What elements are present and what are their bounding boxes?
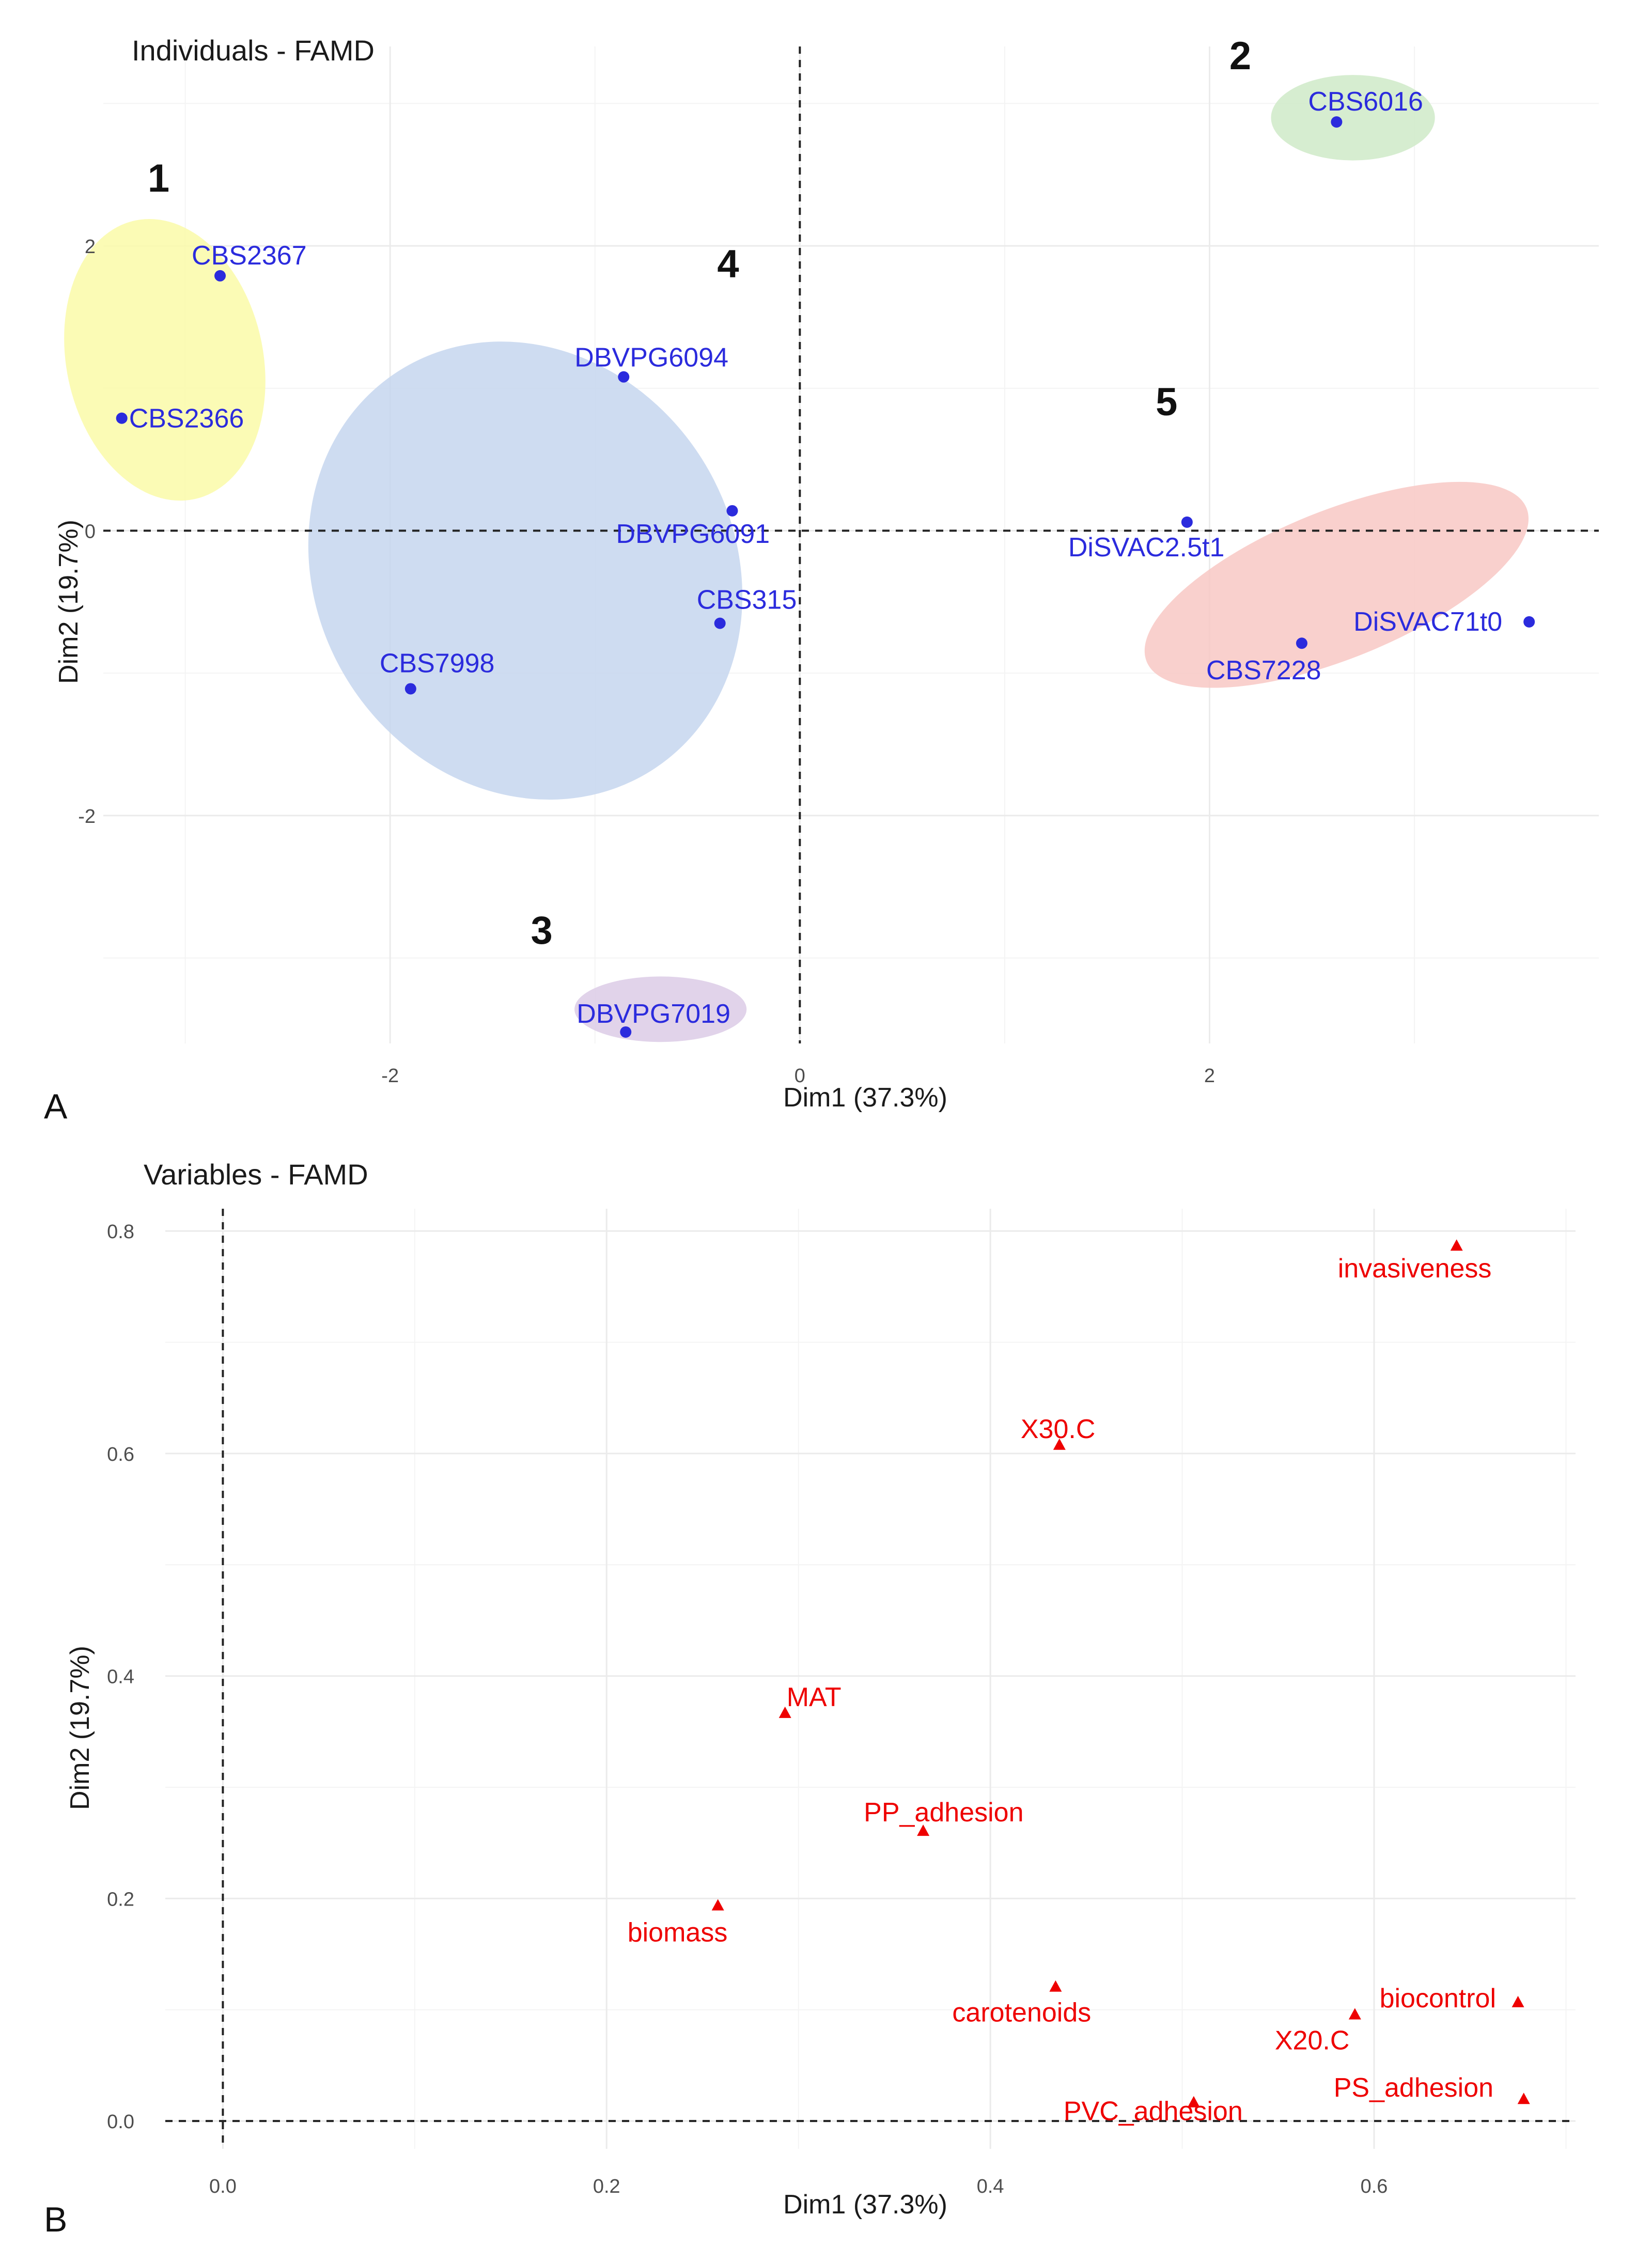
point-DiSVAC2.5t1 (1181, 516, 1193, 528)
cluster-number-1: 1 (148, 157, 169, 200)
variable-marker-carotenoids (1049, 1980, 1062, 1992)
point-CBS7998 (404, 683, 416, 695)
variable-label-PS_adhesion: PS_adhesion (1334, 2073, 1493, 2103)
x-tick-label: 0.0 (209, 2176, 237, 2197)
individuals-y-axis-title: Dim2 (19.7%) (54, 520, 84, 684)
variable-label-biocontrol: biocontrol (1380, 1984, 1496, 2014)
variable-label-MAT: MAT (787, 1682, 841, 1712)
point-DiSVAC71t0 (1523, 616, 1535, 628)
point-label-CBS315: CBS315 (697, 585, 797, 615)
point-CBS6016 (1331, 116, 1343, 128)
individuals-x-axis-title: Dim1 (37.3%) (783, 1083, 947, 1113)
y-tick-label: 0.4 (107, 1666, 134, 1688)
point-DBVPG7019 (620, 1026, 632, 1038)
variable-marker-MAT (778, 1706, 791, 1718)
cluster-ellipse-1 (64, 219, 266, 501)
point-label-DBVPG7019: DBVPG7019 (576, 999, 730, 1029)
variable-label-PP_adhesion: PP_adhesion (864, 1798, 1023, 1828)
y-tick-label: 0.6 (107, 1444, 134, 1465)
variable-marker-X30.C (1053, 1438, 1066, 1450)
point-label-CBS7228: CBS7228 (1206, 656, 1321, 685)
variable-marker-PS_adhesion (1517, 2093, 1530, 2104)
point-CBS7228 (1296, 637, 1307, 649)
cluster-number-2: 2 (1229, 34, 1251, 78)
point-CBS315 (714, 617, 726, 629)
point-DBVPG6091 (726, 505, 738, 517)
individuals-panel: CBS2367 CBS2366 CBS6016 DBVPG7019 DBVPG6094 D… (44, 34, 1599, 1126)
point-label-CBS6016: CBS6016 (1308, 87, 1423, 117)
point-label-CBS7998: CBS7998 (380, 648, 495, 678)
point-label-DBVPG6091: DBVPG6091 (616, 519, 770, 549)
variable-label-X30.C: X30.C (1021, 1414, 1096, 1444)
point-label-DiSVAC2.5t1: DiSVAC2.5t1 (1068, 533, 1225, 563)
y-tick-label: 2 (85, 236, 96, 258)
y-tick-label: 0.8 (107, 1221, 134, 1243)
y-tick-label: 0 (85, 521, 96, 542)
x-tick-label: 0 (794, 1065, 805, 1087)
variable-marker-invasiveness (1450, 1239, 1463, 1251)
variables-x-axis-title: Dim1 (37.3%) (783, 2190, 947, 2220)
variables-chart-title: Variables - FAMD (144, 1158, 368, 1191)
variable-marker-PP_adhesion (917, 1824, 930, 1836)
point-label-DBVPG6094: DBVPG6094 (574, 343, 728, 373)
point-CBS2367 (214, 270, 226, 282)
variable-label-carotenoids: carotenoids (952, 1998, 1091, 2028)
x-tick-label: 0.6 (1361, 2176, 1388, 2197)
point-label-CBS2367: CBS2367 (192, 241, 307, 271)
point-label-DiSVAC71t0: DiSVAC71t0 (1353, 607, 1502, 637)
y-tick-label: -2 (78, 806, 96, 828)
cluster-ellipse-4 (308, 341, 743, 800)
variable-label-invasiveness: invasiveness (1338, 1254, 1492, 1284)
x-tick-label: 0.2 (593, 2176, 620, 2197)
variable-marker-biomass (711, 1899, 724, 1911)
panel-label-b: B (44, 2200, 67, 2239)
cluster-number-3: 3 (531, 909, 553, 953)
variable-label-biomass: biomass (628, 1917, 728, 1947)
x-tick-label: 0.4 (977, 2176, 1004, 2197)
point-label-CBS2366: CBS2366 (129, 404, 244, 434)
variables-y-axis-title: Dim2 (19.7%) (65, 1646, 95, 1810)
y-tick-label: 0.0 (107, 2111, 134, 2133)
cluster-ellipse-3 (574, 976, 747, 1042)
y-tick-label: 0.2 (107, 1889, 134, 1910)
x-tick-label: -2 (381, 1065, 399, 1087)
variable-marker-biocontrol (1511, 1995, 1524, 2007)
variable-marker-PVC_adhesion (1187, 2096, 1200, 2108)
cluster-ellipse-5 (1144, 481, 1529, 688)
cluster-number-5: 5 (1156, 380, 1177, 424)
cluster-number-4: 4 (717, 242, 739, 286)
variable-label-X20.C: X20.C (1275, 2026, 1350, 2056)
point-DBVPG6094 (618, 371, 630, 383)
variable-marker-X20.C (1348, 2008, 1361, 2020)
variable-label-PVC_adhesion: PVC_adhesion (1064, 2097, 1243, 2127)
cluster-ellipse-2 (1271, 75, 1435, 161)
point-CBS2366 (116, 412, 128, 424)
individuals-chart-title: Individuals - FAMD (132, 34, 375, 67)
x-tick-label: 2 (1204, 1065, 1215, 1087)
panel-label-a: A (44, 1087, 68, 1126)
